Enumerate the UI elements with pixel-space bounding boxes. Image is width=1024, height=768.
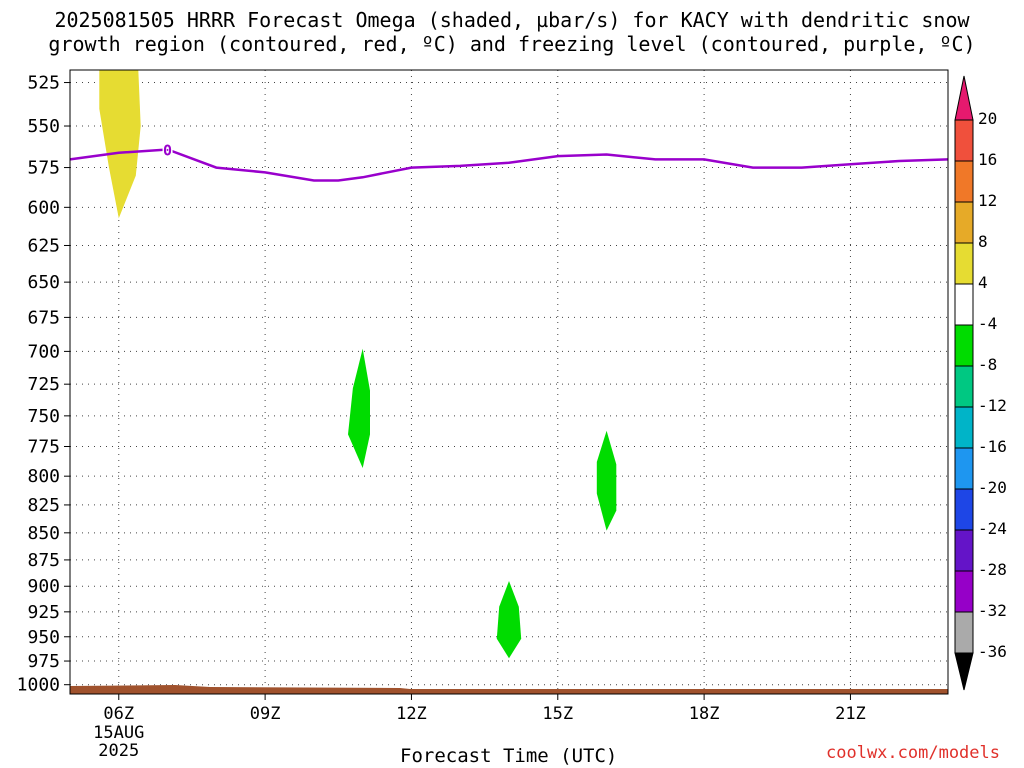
freezing-level-label: 0 [163,142,172,160]
omega-region [348,348,370,468]
omega-region [496,581,522,659]
x-axis-label: Forecast Time (UTC) [400,745,618,767]
colorbar: 20 16 12 8 4 -4 -8 -12 -16 -20 -24 -28 -32 -36 [954,75,1007,691]
colorbar-swatch [954,611,974,654]
x-tick-label: 21Z [835,704,866,724]
colorbar-label: -24 [978,519,1007,538]
y-tick-label: 925 [27,602,60,623]
y-tick-label: 1000 [17,675,60,696]
y-tick-label: 625 [27,235,60,256]
colorbar-swatch [954,201,974,244]
colorbar-label: -36 [978,642,1007,661]
y-tick-label: 800 [27,466,60,487]
omega-region [596,430,617,531]
y-tick-label: 675 [27,307,60,328]
ground-layer [70,685,948,694]
colorbar-swatch [954,324,974,367]
colorbar-swatch [954,406,974,449]
x-tick-label: 15Z [542,704,573,724]
y-tick-label: 825 [27,495,60,516]
colorbar-label: -16 [978,437,1007,456]
y-tick-label: 650 [27,272,60,293]
y-tick-label: 850 [27,523,60,544]
y-tick-label: 775 [27,437,60,458]
colorbar-label: -28 [978,560,1007,579]
colorbar-label: -32 [978,601,1007,620]
colorbar-label: 12 [978,191,997,210]
plot-frame [69,69,949,695]
colorbar-swatch [954,119,974,162]
x-tick-label: 18Z [689,704,720,724]
chart-title-line-2: growth region (contoured, red, ºC) and f… [48,32,976,56]
freezing-level-label-bg [162,141,173,157]
y-tick-label: 600 [27,197,60,218]
colorbar-top-arrow [954,75,974,121]
omega-shading-layer [99,70,617,659]
colorbar-swatch [954,570,974,613]
colorbar-label: 4 [978,273,988,292]
colorbar-swatch [954,488,974,531]
y-tick-label: 550 [27,116,60,137]
colorbar-bottom-arrow [954,652,974,691]
y-tick-label: 900 [27,576,60,597]
y-tick-label: 725 [27,374,60,395]
omega-region [99,70,141,219]
ground-strip [70,685,948,694]
y-tick-label: 525 [27,73,60,94]
y-axis-ticks: 525 550 575 600 625 650 675 700 725 750 775 800 825 8… [17,73,70,696]
colorbar-label: -4 [978,314,997,333]
y-tick-label: 700 [27,341,60,362]
colorbar-swatch [954,529,974,572]
y-tick-label: 575 [27,158,60,179]
x-tick-label: 09Z [250,704,281,724]
y-tick-label: 875 [27,550,60,571]
x-tick-sublabel: 15AUG [93,723,144,743]
watermark-link[interactable]: coolwx.com/models [826,743,1000,763]
colorbar-swatch [954,242,974,285]
colorbar-label: 8 [978,232,988,251]
colorbar-swatch [954,365,974,408]
colorbar-label: -8 [978,355,997,374]
chart-title-line-1: 2025081505 HRRR Forecast Omega (shaded, … [54,8,970,32]
colorbar-label: -12 [978,396,1007,415]
x-tick-sublabel: 2025 [98,741,139,761]
y-tick-label: 950 [27,627,60,648]
colorbar-label: 20 [978,109,997,128]
colorbar-swatch [954,283,974,326]
colorbar-swatch [954,447,974,490]
colorbar-swatch [954,160,974,203]
x-tick-label: 06Z [103,704,134,724]
y-tick-label: 975 [27,651,60,672]
colorbar-label: -20 [978,478,1007,497]
y-tick-label: 750 [27,406,60,427]
x-tick-label: 12Z [396,704,427,724]
freezing-level-line [69,148,949,182]
colorbar-label: 16 [978,150,997,169]
freezing-level-layer: 0 [69,141,949,182]
